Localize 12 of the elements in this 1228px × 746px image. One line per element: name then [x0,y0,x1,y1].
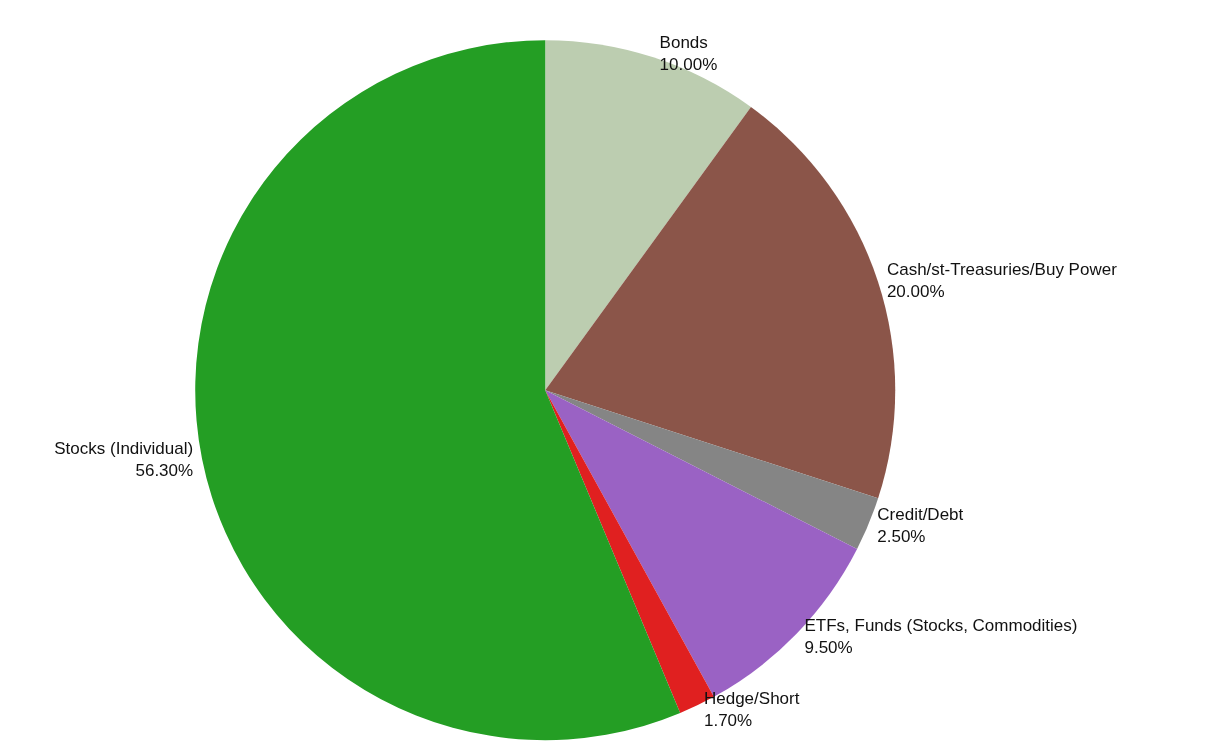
data-label: 20.00% [886,282,945,302]
slice-label: Bonds [659,32,708,52]
data-label: 56.30% [135,461,194,481]
data-label: 9.50% [804,638,853,658]
slice-label: Cash/st-Treasuries/Buy Power [886,260,1118,280]
slice-label: Credit/Debt [877,505,964,525]
slice-label: ETFs, Funds (Stocks, Commodities) [804,616,1078,636]
data-label: 2.50% [877,527,926,547]
slice-label: Stocks (Individual) [54,439,194,459]
slice-label: Hedge/Short [703,688,800,708]
data-label: 10.00% [659,54,718,74]
data-label: 1.70% [703,710,753,730]
